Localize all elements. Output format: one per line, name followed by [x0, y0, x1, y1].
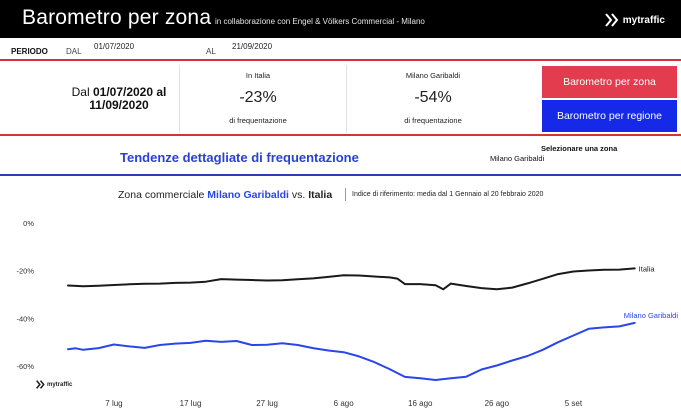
- period-from-label: DAL: [66, 47, 82, 56]
- chart-title-prefix: Zona commerciale: [118, 189, 208, 201]
- kpi-section: Dal 01/07/2020 al 11/09/2020 In Italia -…: [0, 63, 681, 136]
- y-tick-label: -20%: [16, 267, 34, 276]
- footer-logo-text: mytraffic: [47, 381, 73, 388]
- series-labels: Italia Milano Garibaldi: [624, 264, 679, 320]
- page-subtitle: in collaborazione con Engel & Völkers Co…: [215, 17, 425, 26]
- chart-title-zone: Milano Garibaldi: [207, 189, 289, 201]
- range-start-date: 01/07/2020: [92, 85, 154, 99]
- date-range-line1: Dal 01/07/2020 al: [44, 86, 194, 99]
- top-header: Barometro per zona in collaborazione con…: [0, 0, 681, 38]
- x-axis: 7 lug 17 lug 27 lug 6 ago 16 ago 26 ago 5 set: [105, 399, 583, 408]
- range-prefix: Dal: [71, 85, 93, 99]
- chart-reference-note: Indice di riferimento: media dal 1 Genna…: [352, 191, 544, 198]
- series-end-label: Milano Garibaldi: [624, 311, 679, 320]
- y-tick-label: -60%: [16, 362, 34, 371]
- range-suffix: al: [153, 85, 167, 99]
- footer-logo: mytraffic: [36, 380, 72, 389]
- x-tick-label: 16 ago: [408, 399, 433, 408]
- x-tick-label: 7 lug: [105, 399, 122, 408]
- chart-title: Zona commerciale Milano Garibaldi vs. It…: [118, 189, 332, 201]
- kpi-zone: Milano Garibaldi -54% di frequentazione: [363, 71, 503, 125]
- kpi-zone-label: Milano Garibaldi: [405, 71, 461, 80]
- kpi-divider: [179, 65, 180, 133]
- mytraffic-logo-icon: [604, 13, 619, 27]
- period-to-date[interactable]: 21/09/2020: [232, 42, 273, 51]
- kpi-divider: [346, 65, 347, 133]
- y-tick-label: 0%: [23, 219, 34, 228]
- period-label: PERIODO: [11, 47, 48, 56]
- kpi-zone-sub: di frequentazione: [404, 116, 462, 125]
- zone-select[interactable]: Milano Garibaldi: [490, 154, 545, 163]
- trend-title: Tendenze dettagliate di frequentazione: [120, 150, 359, 165]
- zone-select-label: Selezionare una zona: [541, 144, 618, 153]
- kpi-italy-sub: di frequentazione: [229, 116, 287, 125]
- x-tick-label: 17 lug: [180, 399, 202, 408]
- chart-title-country: Italia: [308, 189, 333, 201]
- chart-title-vs: vs.: [288, 189, 309, 201]
- kpi-zone-value: -54%: [414, 89, 452, 106]
- period-to-label: AL: [206, 47, 216, 56]
- range-end-date: 11/09/2020: [89, 98, 149, 112]
- series-end-label: Italia: [639, 264, 656, 273]
- mytraffic-logo-icon: [36, 380, 45, 389]
- series-line-italia: [67, 267, 636, 291]
- chart-series: [67, 267, 636, 381]
- barometro-zona-button[interactable]: Barometro per zona: [542, 66, 677, 98]
- y-axis: 0% -20% -40% -60%: [16, 219, 34, 371]
- logo-text: mytraffic: [622, 14, 665, 26]
- barometro-regione-button[interactable]: Barometro per regione: [542, 100, 677, 132]
- series-line-milano-garibaldi: [67, 321, 636, 381]
- page-title: Barometro per zona: [22, 6, 212, 29]
- y-tick-label: -40%: [16, 314, 34, 323]
- date-range-summary: Dal 01/07/2020 al 11/09/2020: [44, 86, 194, 112]
- kpi-italy-value: -23%: [239, 89, 277, 106]
- x-tick-label: 27 lug: [256, 399, 278, 408]
- chart-header-divider: [345, 188, 346, 201]
- frequentation-line-chart: 0% -20% -40% -60% 7 lug 17 lug 27 lug 6 ago 16 …: [16, 219, 679, 408]
- kpi-italy: In Italia -23% di frequentazione: [188, 71, 328, 125]
- date-range-line2: 11/09/2020: [44, 99, 194, 112]
- period-from-date[interactable]: 01/07/2020: [94, 42, 135, 51]
- x-tick-label: 5 set: [565, 399, 583, 408]
- period-bar: PERIODO DAL 01/07/2020 AL 21/09/2020: [0, 38, 681, 61]
- x-tick-label: 26 ago: [485, 399, 510, 408]
- x-tick-label: 6 ago: [334, 399, 355, 408]
- trend-section: Tendenze dettagliate di frequentazione S…: [0, 136, 681, 176]
- kpi-italy-label: In Italia: [245, 71, 271, 80]
- chart-header: Zona commerciale Milano Garibaldi vs. It…: [0, 187, 681, 203]
- mytraffic-logo: mytraffic: [604, 11, 665, 29]
